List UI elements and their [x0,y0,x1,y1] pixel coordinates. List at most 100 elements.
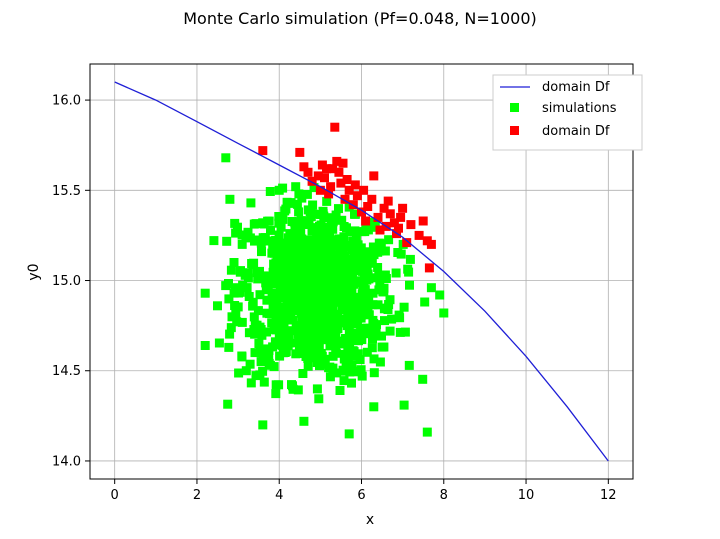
simulation-point [332,336,342,346]
simulation-point [254,339,264,348]
simulation-point [329,274,339,284]
simulation-point [266,225,275,235]
simulation-point [404,360,414,370]
simulation-point [363,293,373,303]
simulation-point [275,252,285,262]
simulation-point [320,359,330,369]
y-tick-label: 14.0 [52,454,81,469]
simulation-point [281,345,290,355]
simulation-point [292,199,302,209]
simulation-point [270,288,280,298]
simulation-point [318,265,327,275]
failure-point [350,180,360,190]
simulation-point [325,341,335,351]
simulation-point [426,283,436,293]
simulation-point [322,196,332,206]
simulation-point [285,198,295,208]
simulation-point [347,378,356,388]
simulation-point [278,214,288,224]
simulation-point [288,289,298,299]
simulation-point [348,305,358,315]
simulation-point [246,378,256,388]
simulation-point [281,306,291,316]
simulation-point [306,212,316,222]
failure-point [398,203,408,213]
simulation-point [221,153,231,163]
simulation-point [269,259,279,269]
simulation-point [338,269,347,279]
x-tick-label: 2 [193,488,201,503]
simulation-point [249,258,259,268]
simulation-point [284,326,294,336]
y-tick-label: 16.0 [52,94,81,109]
simulation-point [354,300,364,310]
y-tick-label: 15.0 [52,274,81,289]
simulation-point [377,331,386,341]
simulation-point [313,327,323,337]
simulation-point [225,194,235,204]
simulation-point [367,343,377,353]
y-tick-label: 14.5 [52,364,81,379]
failure-point [379,203,389,213]
simulation-point [368,315,378,325]
simulation-point [250,348,260,358]
x-tick-label: 0 [111,488,119,503]
simulation-point [249,312,259,322]
simulation-point [299,254,309,263]
simulation-point [250,329,260,339]
simulation-point [383,305,393,314]
simulation-point [319,330,329,340]
simulation-point [263,216,273,226]
simulation-point [293,385,303,395]
simulation-point [224,279,233,288]
simulation-point [245,359,255,369]
simulation-point [368,334,377,344]
simulation-point [332,368,342,378]
simulation-point [307,309,316,319]
simulation-point [262,295,272,305]
simulation-point [356,324,366,333]
failure-point [340,194,350,204]
simulation-point [258,350,268,360]
simulation-point [325,372,335,382]
failure-point [348,200,358,210]
simulation-point [308,342,318,352]
simulation-point [373,300,383,310]
simulation-point [257,247,266,257]
simulation-point [404,267,414,277]
simulation-point [265,187,275,196]
simulation-point [265,309,275,318]
simulation-point [362,347,372,357]
simulation-point [356,310,366,320]
simulation-point [271,325,281,335]
simulation-point [317,274,327,284]
simulation-point [305,273,315,283]
simulation-point [339,376,349,386]
simulation-point [369,368,379,378]
simulation-point [353,240,363,250]
simulation-point [213,301,222,311]
simulation-point [296,300,306,310]
simulation-point [246,198,256,208]
simulation-point [290,226,300,236]
simulation-point [399,302,409,312]
simulation-point [363,269,373,279]
simulation-point [227,312,237,322]
simulation-point [339,339,349,349]
simulation-point [293,258,303,268]
simulation-point [328,261,338,271]
simulation-point [315,291,325,301]
simulation-point [226,323,236,333]
simulation-point [391,268,401,278]
failure-point [406,220,416,230]
legend-label-simulations: simulations [542,101,617,116]
simulation-point [348,259,358,269]
failure-point [295,147,305,157]
simulation-point [331,210,341,220]
simulation-point [306,263,316,272]
simulation-point [405,254,415,264]
failure-point [352,191,362,201]
simulation-point [312,358,322,367]
simulation-point [318,209,328,219]
